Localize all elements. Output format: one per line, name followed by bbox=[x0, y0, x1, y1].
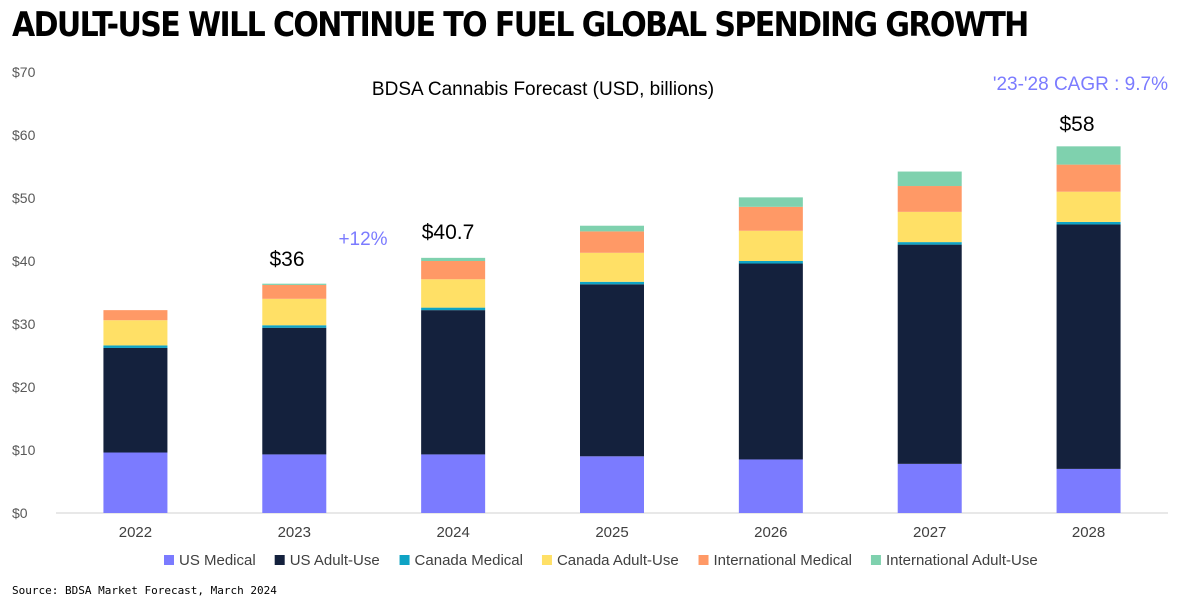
bar-segment bbox=[421, 307, 486, 311]
x-tick-label: 2024 bbox=[436, 524, 469, 541]
source-note: Source: BDSA Market Forecast, March 2024 bbox=[12, 584, 277, 597]
bar-segment bbox=[103, 310, 168, 321]
y-tick-label: $70 bbox=[12, 64, 36, 80]
legend: US Medical US Adult-Use Canada Medical Cana… bbox=[164, 552, 1038, 569]
bar-segment bbox=[580, 225, 644, 232]
y-tick-label: $40 bbox=[12, 253, 36, 269]
legend-label: US Adult-Use bbox=[290, 552, 380, 569]
bar-segment bbox=[897, 242, 962, 245]
legend-label: International Adult-Use bbox=[886, 552, 1038, 569]
bar-segment bbox=[421, 257, 486, 261]
bar-segment bbox=[580, 252, 644, 282]
legend-label: Canada Adult-Use bbox=[557, 552, 679, 569]
bar-segment bbox=[897, 171, 962, 187]
legend-swatch bbox=[698, 555, 709, 565]
bar-segment bbox=[897, 463, 962, 513]
y-tick-label: $50 bbox=[12, 190, 36, 206]
growth-annotation: +12% bbox=[338, 229, 387, 250]
bar-segment bbox=[1056, 164, 1121, 192]
bar-segment bbox=[1056, 146, 1121, 165]
bar-segment bbox=[421, 261, 486, 280]
y-tick-label: $10 bbox=[12, 442, 36, 458]
bar-segment bbox=[580, 456, 644, 513]
page-headline: ADULT-USE WILL CONTINUE TO FUEL GLOBAL S… bbox=[12, 6, 1029, 46]
y-tick-label: $0 bbox=[12, 505, 28, 521]
y-tick-label: $20 bbox=[12, 379, 36, 395]
legend-swatch bbox=[274, 555, 285, 565]
y-tick-label: $60 bbox=[12, 127, 36, 143]
y-tick-label: $30 bbox=[12, 316, 36, 332]
bar-segment bbox=[262, 283, 327, 285]
bar-segment bbox=[103, 452, 168, 513]
bar-segment bbox=[580, 231, 644, 253]
total-label-2024: $40.7 bbox=[422, 221, 475, 244]
legend-label: US Medical bbox=[179, 552, 256, 569]
bar-segment bbox=[897, 186, 962, 212]
bar-segment bbox=[262, 454, 327, 513]
bar-segment bbox=[738, 197, 803, 207]
legend-swatch bbox=[541, 555, 552, 565]
total-label-2028: $58 bbox=[1059, 113, 1094, 136]
x-tick-label: 2026 bbox=[754, 524, 787, 541]
legend-swatch bbox=[164, 555, 174, 565]
x-tick-label: 2025 bbox=[595, 524, 628, 541]
y-axis: $0 $10 $20 $30 $40 $50 $60 $70 bbox=[12, 64, 36, 521]
bars-group bbox=[103, 146, 1121, 513]
bar-segment bbox=[738, 459, 803, 513]
x-axis: 2022 2023 2024 2025 2026 2027 2028 bbox=[119, 524, 1106, 541]
bar-segment bbox=[1056, 191, 1121, 222]
x-tick-label: 2022 bbox=[119, 524, 152, 541]
bar-segment bbox=[262, 298, 327, 326]
bar-segment bbox=[897, 211, 962, 243]
bar-segment bbox=[1056, 221, 1121, 225]
bar-segment bbox=[897, 244, 962, 464]
bar-segment bbox=[421, 454, 486, 513]
bar-segment bbox=[421, 279, 486, 308]
legend-swatch bbox=[399, 555, 410, 565]
chart-title: BDSA Cannabis Forecast (USD, billions) bbox=[372, 79, 714, 100]
bar-segment bbox=[421, 310, 486, 455]
bar-segment bbox=[262, 325, 327, 328]
bar-segment bbox=[1056, 224, 1121, 469]
bar-segment bbox=[1056, 468, 1121, 513]
cagr-annotation: '23-'28 CAGR : 9.7% bbox=[993, 74, 1168, 95]
bar-segment bbox=[262, 284, 327, 299]
x-tick-label: 2027 bbox=[913, 524, 946, 541]
bar-segment bbox=[103, 320, 168, 346]
legend-label: Canada Medical bbox=[415, 552, 523, 569]
legend-label: International Medical bbox=[714, 552, 852, 569]
x-tick-label: 2028 bbox=[1072, 524, 1105, 541]
bar-segment bbox=[262, 327, 327, 455]
bar-segment bbox=[103, 347, 168, 453]
bar-segment bbox=[738, 261, 803, 264]
bar-segment bbox=[738, 206, 803, 231]
bar-segment bbox=[580, 284, 644, 457]
legend-swatch bbox=[870, 555, 881, 565]
bar-segment bbox=[738, 230, 803, 261]
bar-segment bbox=[103, 345, 168, 348]
x-tick-label: 2023 bbox=[278, 524, 311, 541]
bar-segment bbox=[580, 281, 644, 285]
bar-segment bbox=[738, 263, 803, 460]
total-label-2023: $36 bbox=[269, 248, 304, 271]
